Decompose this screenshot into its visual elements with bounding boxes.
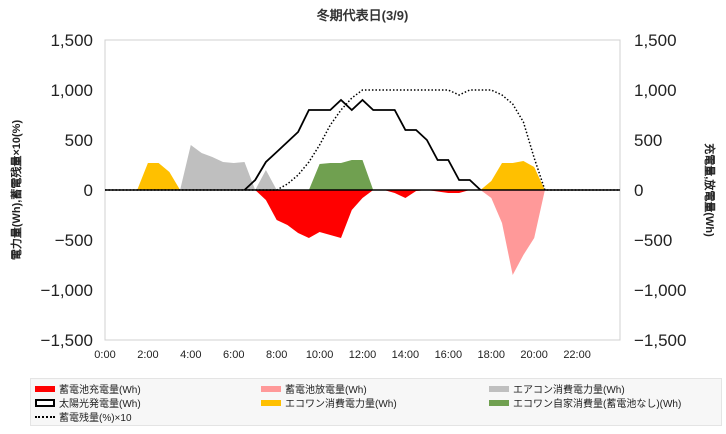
legend-label: 蓄電池充電量(Wh)	[59, 385, 141, 396]
chart-legend: 蓄電池充電量(Wh) 蓄電池放電量(Wh) エアコン消費電力量(Wh) 太陽光発…	[30, 378, 722, 426]
legend-item-charge: 蓄電池充電量(Wh)	[35, 381, 141, 396]
legend-item-aircon: エアコン消費電力量(Wh)	[489, 381, 625, 396]
series-line-soc	[105, 89, 620, 191]
x-tick-label: 0:00	[94, 349, 115, 361]
series-area-0	[255, 190, 470, 238]
y-axis-title-right: 充電量,放電量(Wh)	[703, 143, 717, 237]
legend-item-solar: 太陽光発電量(Wh)	[35, 395, 141, 410]
y-tick-label-right: −1,000	[634, 281, 686, 300]
legend-swatch	[35, 385, 55, 392]
y-tick-label-left: −1,500	[41, 331, 93, 350]
legend-item-selfuse: エコワン自家消費量(蓄電池なし)(Wh)	[489, 395, 681, 410]
y-tick-label-right: 1,000	[634, 81, 677, 100]
legend-label: エコワン自家消費量(蓄電池なし)(Wh)	[513, 399, 682, 410]
x-tick-label: 6:00	[223, 349, 244, 361]
series-area-2	[180, 145, 277, 190]
y-tick-label-left: 500	[65, 131, 93, 150]
y-tick-label-right: −1,500	[634, 331, 686, 350]
x-tick-label: 12:00	[349, 349, 377, 361]
legend-swatch	[261, 385, 281, 392]
legend-swatch	[489, 385, 509, 392]
y-tick-label-left: 1,500	[50, 31, 93, 50]
series-area-4	[137, 161, 545, 190]
x-tick-label: 4:00	[180, 349, 201, 361]
y-tick-label-right: 1,500	[634, 31, 677, 50]
y-axis-title-left: 電力量(Wh),蓄電残量×10(%)	[9, 120, 23, 261]
x-tick-label: 18:00	[477, 349, 505, 361]
series-area-5	[308, 160, 374, 190]
legend-label: 蓄電残量(%)×10	[59, 413, 132, 424]
legend-item-discharge: 蓄電池放電量(Wh)	[261, 381, 367, 396]
y-tick-label-right: 500	[634, 131, 662, 150]
legend-swatch	[35, 415, 55, 418]
x-tick-label: 2:00	[137, 349, 158, 361]
legend-swatch	[489, 399, 509, 406]
legend-label: 蓄電池放電量(Wh)	[285, 385, 367, 396]
y-tick-label-left: 1,000	[50, 81, 93, 100]
y-tick-label-left: 0	[84, 181, 93, 200]
x-tick-label: 14:00	[392, 349, 420, 361]
y-tick-label-left: −1,000	[41, 281, 93, 300]
legend-label: エアコン消費電力量(Wh)	[513, 385, 625, 396]
legend-label: 太陽光発電量(Wh)	[59, 399, 141, 410]
series-line-solar	[243, 98, 482, 191]
legend-swatch	[261, 399, 281, 406]
chart-title: 冬期代表日(3/9)	[317, 8, 409, 23]
legend-item-ecoone: エコワン消費電力量(Wh)	[261, 395, 397, 410]
legend-item-soc: 蓄電残量(%)×10	[35, 409, 132, 424]
legend-label: エコワン消費電力量(Wh)	[285, 399, 397, 410]
y-tick-label-left: −500	[55, 231, 93, 250]
y-tick-label-right: 0	[634, 181, 643, 200]
x-tick-label: 8:00	[266, 349, 287, 361]
legend-swatch	[35, 398, 55, 407]
x-tick-label: 10:00	[306, 349, 334, 361]
x-tick-label: 20:00	[520, 349, 548, 361]
series-area-1	[480, 190, 545, 275]
x-tick-label: 22:00	[563, 349, 591, 361]
x-tick-label: 16:00	[435, 349, 463, 361]
y-tick-label-right: −500	[634, 231, 672, 250]
